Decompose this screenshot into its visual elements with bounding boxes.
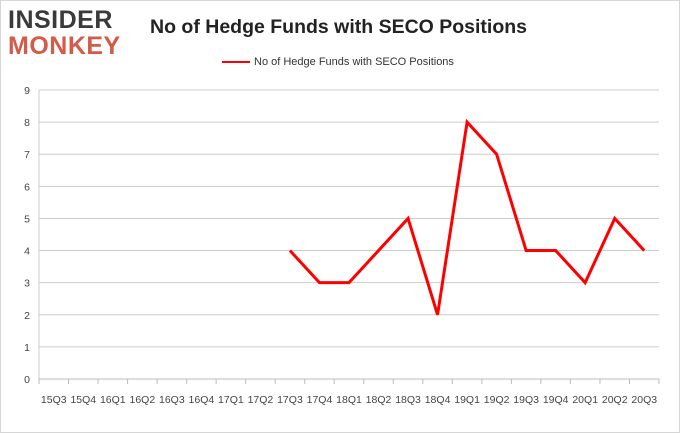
x-tick-label: 18Q3 [395,394,421,406]
x-tick-label: 18Q1 [336,394,362,406]
y-tick-label: 4 [24,246,30,258]
x-tick-label: 18Q4 [425,394,451,406]
chart-title: No of Hedge Funds with SECO Positions [150,16,528,38]
y-tick-label: 7 [24,149,30,161]
x-tick-label: 16Q2 [129,394,155,406]
y-tick-label: 2 [24,310,30,322]
y-tick-label: 8 [24,117,30,129]
x-tick-label: 17Q1 [218,394,244,406]
x-tick-label: 18Q2 [366,394,392,406]
y-tick-label: 1 [24,342,30,354]
logo-line-1: INSIDER [8,6,113,34]
x-tick-label: 20Q1 [572,394,598,406]
x-tick-label: 16Q4 [189,394,215,406]
x-tick-label: 17Q4 [307,394,333,406]
x-tick-label: 19Q1 [454,394,480,406]
x-tick-label: 19Q2 [484,394,510,406]
legend-label: No of Hedge Funds with SECO Positions [254,56,454,68]
x-tick-label: 20Q3 [631,394,657,406]
y-tick-label: 0 [24,374,30,386]
y-tick-label: 9 [24,85,30,97]
chart-legend: No of Hedge Funds with SECO Positions [222,55,454,69]
logo-line-2: MONKEY [8,32,121,60]
x-tick-label: 19Q3 [513,394,539,406]
y-tick-label: 5 [24,213,30,225]
y-tick-label: 6 [24,181,30,193]
x-tick-label: 16Q1 [100,394,126,406]
legend-swatch [222,61,250,63]
x-tick-label: 17Q3 [277,394,303,406]
x-tick-label: 17Q2 [248,394,274,406]
x-tick-label: 15Q4 [70,394,96,406]
insider-monkey-logo: INSIDER MONKEY [8,6,132,62]
y-tick-label: 3 [24,278,30,290]
x-tick-label: 20Q2 [602,394,628,406]
x-tick-label: 16Q3 [159,394,185,406]
x-tick-label: 19Q4 [543,394,569,406]
x-tick-label: 15Q3 [41,394,67,406]
